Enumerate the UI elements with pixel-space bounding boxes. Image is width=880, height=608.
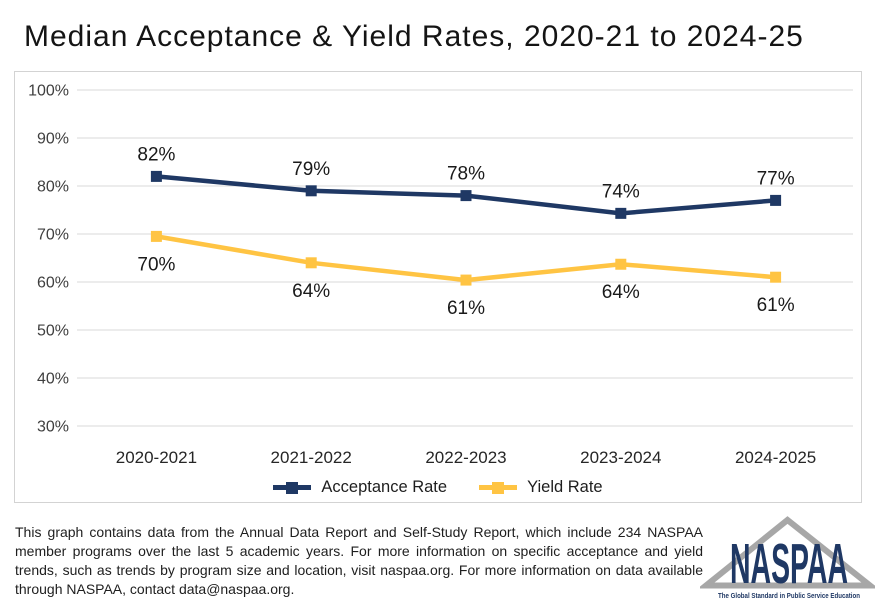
y-tick-label: 40%: [37, 371, 69, 388]
data-point-yield-rate: [615, 258, 627, 270]
yield-rate-line-marker-icon: [479, 481, 518, 494]
y-tick-label: 70%: [37, 227, 69, 244]
naspaa-logo: NASPAA The Global Standard in Public Ser…: [700, 516, 875, 600]
y-tick-label: 60%: [37, 275, 69, 292]
data-point-label-yield-rate: 64%: [602, 282, 640, 303]
footnote-text: This graph contains data from the Annual…: [15, 524, 703, 597]
logo-tagline: The Global Standard in Public Service Ed…: [718, 593, 860, 600]
x-tick-label: 2022-2023: [425, 448, 506, 467]
y-tick-label: 100%: [28, 83, 69, 100]
data-point-yield-rate: [150, 230, 162, 242]
data-point-yield-rate: [460, 274, 472, 286]
page-title: Median Acceptance & Yield Rates, 2020-21…: [24, 20, 804, 53]
data-point-yield-rate: [770, 271, 782, 283]
x-tick-label: 2020-2021: [116, 448, 197, 467]
data-point-label-yield-rate: 64%: [292, 281, 330, 302]
data-point-acceptance-rate: [770, 194, 782, 206]
data-point-acceptance-rate: [150, 170, 162, 182]
data-point-yield-rate: [305, 257, 317, 269]
data-point-acceptance-rate: [460, 190, 472, 202]
legend-item-acceptance-rate: Acceptance Rate: [273, 478, 447, 497]
data-point-label-acceptance-rate: 77%: [757, 168, 795, 189]
x-tick-label: 2024-2025: [735, 448, 816, 467]
data-point-label-yield-rate: 61%: [757, 295, 795, 316]
data-point-acceptance-rate: [615, 207, 627, 219]
legend-item-yield-rate: Yield Rate: [479, 478, 603, 497]
data-point-label-acceptance-rate: 78%: [447, 164, 485, 185]
data-point-label-acceptance-rate: 79%: [292, 159, 330, 180]
data-point-label-yield-rate: 61%: [447, 298, 485, 319]
y-tick-label: 90%: [37, 131, 69, 148]
legend-label-yield-rate: Yield Rate: [527, 478, 603, 496]
x-tick-label: 2023-2024: [580, 448, 661, 467]
y-tick-label: 80%: [37, 179, 69, 196]
series-line-yield-rate: [156, 234, 776, 283]
data-point-label-acceptance-rate: 82%: [137, 144, 175, 165]
logo-wordmark: NASPAA: [730, 533, 848, 595]
data-point-acceptance-rate: [305, 185, 317, 197]
logo-triangle-icon: [700, 516, 875, 589]
line-chart: 100% 90% 80% 70% 60% 50% 40% 30% 2020-2021 2021-2…: [28, 83, 853, 467]
chart-area: 100% 90% 80% 70% 60% 50% 40% 30% 2020-2021 2021-2…: [14, 71, 862, 503]
x-tick-label: 2021-2022: [271, 448, 352, 467]
chart-legend: Acceptance Rate Yield Rate: [15, 478, 861, 497]
y-tick-label: 50%: [37, 323, 69, 340]
y-tick-label: 30%: [37, 419, 69, 436]
acceptance-rate-line-marker-icon: [273, 481, 312, 494]
data-point-label-yield-rate: 70%: [137, 254, 175, 275]
legend-label-acceptance-rate: Acceptance Rate: [321, 478, 448, 496]
data-point-label-acceptance-rate: 74%: [602, 181, 640, 202]
